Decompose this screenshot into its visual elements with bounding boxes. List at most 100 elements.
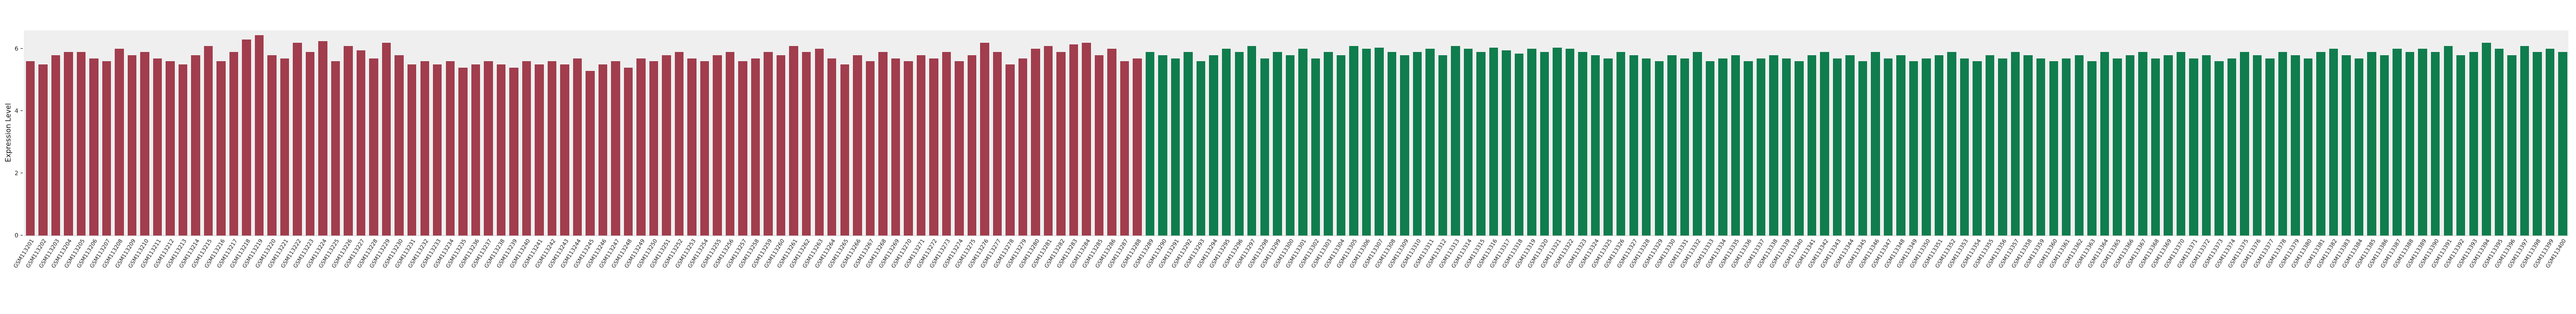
bar xyxy=(305,52,315,236)
bar-column xyxy=(1398,30,1411,236)
bar-column xyxy=(2034,30,2047,236)
bar-column xyxy=(2544,30,2557,236)
bar xyxy=(153,58,162,236)
bar-column xyxy=(2187,30,2200,236)
bar xyxy=(76,52,86,236)
x-tick-cell: GSM113307 xyxy=(1362,237,1386,307)
bar xyxy=(51,55,61,236)
bar-column xyxy=(1983,30,1996,236)
bar-column xyxy=(533,30,546,236)
x-tick-cell: GSM113210 xyxy=(127,237,152,307)
bar xyxy=(1336,55,1346,236)
bar-column xyxy=(367,30,380,236)
x-tick-cell: GSM113218 xyxy=(229,237,253,307)
bar xyxy=(2176,52,2186,236)
bar xyxy=(801,52,811,236)
bar-column xyxy=(622,30,635,236)
x-tick-cell: GSM113237 xyxy=(471,237,495,307)
x-tick-cell: GSM113243 xyxy=(547,237,571,307)
bar xyxy=(789,45,798,236)
x-tick-cell: GSM113255 xyxy=(700,237,724,307)
x-tick-cell: GSM113275 xyxy=(955,237,978,307)
y-tick-label: 2 xyxy=(15,169,18,177)
bar xyxy=(2430,52,2440,236)
x-tick-cell: GSM113223 xyxy=(293,237,317,307)
bar xyxy=(1883,58,1893,236)
x-tick-cell: GSM113369 xyxy=(2151,237,2175,307)
bar-column xyxy=(2200,30,2213,236)
bar-column xyxy=(469,30,482,236)
x-tick-cell: GSM113262 xyxy=(789,237,813,307)
bar-column xyxy=(2111,30,2124,236)
x-tick-cell: GSM113282 xyxy=(1043,237,1068,307)
bar xyxy=(1043,45,1053,236)
bar xyxy=(242,40,251,236)
bar xyxy=(1832,58,1842,236)
bar xyxy=(1120,61,1129,236)
bar-column xyxy=(1602,30,1615,236)
bar xyxy=(1807,55,1817,236)
bar-column xyxy=(1627,30,1640,236)
x-tick-cell: GSM113334 xyxy=(1705,237,1730,307)
x-tick-cell: GSM113351 xyxy=(1922,237,1946,307)
bar xyxy=(522,61,531,236)
bar xyxy=(1031,49,1040,236)
bar xyxy=(2303,58,2313,236)
bar-column xyxy=(1093,30,1106,236)
x-tick-cell: GSM113381 xyxy=(2303,237,2328,307)
bar-column xyxy=(978,30,991,236)
bar xyxy=(1604,58,1613,236)
bar-column xyxy=(1653,30,1666,236)
x-tick-cell: GSM113289 xyxy=(1133,237,1156,307)
bar xyxy=(1438,55,1448,236)
bar-column xyxy=(2557,30,2570,236)
x-tick-cell: GSM113330 xyxy=(1654,237,1679,307)
bar-column xyxy=(75,30,88,236)
x-tick-cell: GSM113390 xyxy=(2418,237,2442,307)
bar xyxy=(1006,64,1015,236)
x-tick-cell: GSM113343 xyxy=(1820,237,1844,307)
x-tick-cell: GSM113328 xyxy=(1629,237,1653,307)
x-tick-cell: GSM113336 xyxy=(1731,237,1755,307)
bar-column xyxy=(2073,30,2086,236)
x-tick-cell: GSM113309 xyxy=(1387,237,1411,307)
bar xyxy=(1056,52,1066,236)
bar xyxy=(840,64,849,236)
x-tick-cell: GSM113264 xyxy=(814,237,838,307)
bar-column xyxy=(813,30,826,236)
bar xyxy=(1145,52,1155,236)
bar-column xyxy=(1717,30,1730,236)
x-tick-cell: GSM113244 xyxy=(560,237,584,307)
bar xyxy=(649,61,659,236)
bar-column xyxy=(508,30,521,236)
x-tick-cell: GSM113392 xyxy=(2443,237,2467,307)
x-tick-cell: GSM113240 xyxy=(509,237,533,307)
x-tick-cell: GSM113368 xyxy=(2138,237,2162,307)
bar-column xyxy=(889,30,902,236)
x-tick-cell: GSM113227 xyxy=(344,237,367,307)
x-tick-cell: GSM113252 xyxy=(662,237,686,307)
bar-column xyxy=(1831,30,1844,236)
x-tick-cell: GSM113317 xyxy=(1489,237,1513,307)
x-tick-cell: GSM113347 xyxy=(1871,237,1895,307)
bar xyxy=(2367,52,2376,236)
x-tick-cell: GSM113270 xyxy=(891,237,915,307)
x-tick-cell: GSM113216 xyxy=(203,237,228,307)
bar-column xyxy=(380,30,393,236)
bar xyxy=(331,61,340,236)
bar xyxy=(1909,61,1918,236)
bar-column xyxy=(1513,30,1526,236)
x-tick-cell: GSM113306 xyxy=(1349,237,1373,307)
x-tick-cell: GSM113382 xyxy=(2316,237,2340,307)
x-tick-cell: GSM113205 xyxy=(64,237,88,307)
bar-column xyxy=(1309,30,1322,236)
bar xyxy=(1744,61,1753,236)
x-tick-cell: GSM113260 xyxy=(764,237,787,307)
x-tick-cell: GSM113254 xyxy=(687,237,711,307)
bar xyxy=(535,64,544,236)
x-tick-cell: GSM113292 xyxy=(1171,237,1195,307)
bar xyxy=(1756,58,1766,236)
x-tick-cell: GSM113263 xyxy=(801,237,826,307)
x-tick-cell: GSM113326 xyxy=(1604,237,1627,307)
x-tick-cell: GSM113363 xyxy=(2074,237,2099,307)
